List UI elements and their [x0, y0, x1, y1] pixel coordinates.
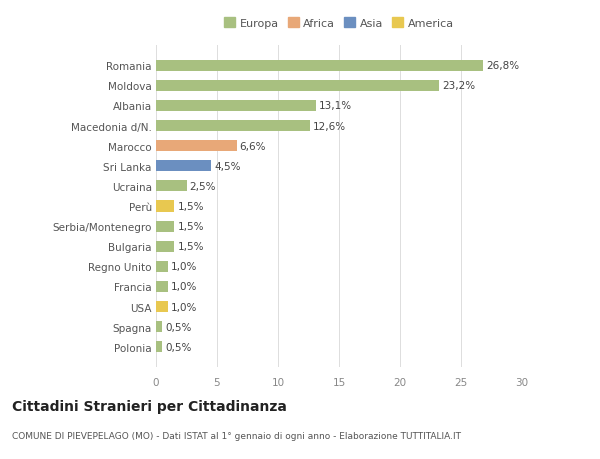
Bar — [156, 101, 316, 112]
Text: 1,5%: 1,5% — [178, 222, 204, 232]
Bar — [156, 161, 211, 172]
Text: 1,0%: 1,0% — [171, 282, 197, 292]
Bar — [156, 141, 236, 152]
Legend: Europa, Africa, Asia, America: Europa, Africa, Asia, America — [222, 16, 456, 31]
Bar — [156, 302, 168, 313]
Bar — [156, 181, 187, 192]
Bar — [156, 201, 175, 212]
Text: 1,0%: 1,0% — [171, 262, 197, 272]
Bar — [156, 321, 162, 332]
Bar — [156, 281, 168, 292]
Bar — [156, 61, 483, 72]
Text: 2,5%: 2,5% — [190, 181, 216, 191]
Text: 1,0%: 1,0% — [171, 302, 197, 312]
Text: 26,8%: 26,8% — [486, 61, 519, 71]
Bar — [156, 241, 175, 252]
Text: 6,6%: 6,6% — [239, 141, 266, 151]
Bar — [156, 261, 168, 272]
Text: 23,2%: 23,2% — [442, 81, 475, 91]
Bar — [156, 81, 439, 92]
Text: 0,5%: 0,5% — [165, 322, 191, 332]
Text: COMUNE DI PIEVEPELAGO (MO) - Dati ISTAT al 1° gennaio di ogni anno - Elaborazion: COMUNE DI PIEVEPELAGO (MO) - Dati ISTAT … — [12, 431, 461, 441]
Text: 13,1%: 13,1% — [319, 101, 352, 111]
Text: 12,6%: 12,6% — [313, 121, 346, 131]
Text: 4,5%: 4,5% — [214, 162, 241, 171]
Bar — [156, 221, 175, 232]
Bar — [156, 121, 310, 132]
Bar — [156, 341, 162, 353]
Text: 0,5%: 0,5% — [165, 342, 191, 352]
Text: 1,5%: 1,5% — [178, 202, 204, 212]
Text: 1,5%: 1,5% — [178, 242, 204, 252]
Text: Cittadini Stranieri per Cittadinanza: Cittadini Stranieri per Cittadinanza — [12, 399, 287, 413]
